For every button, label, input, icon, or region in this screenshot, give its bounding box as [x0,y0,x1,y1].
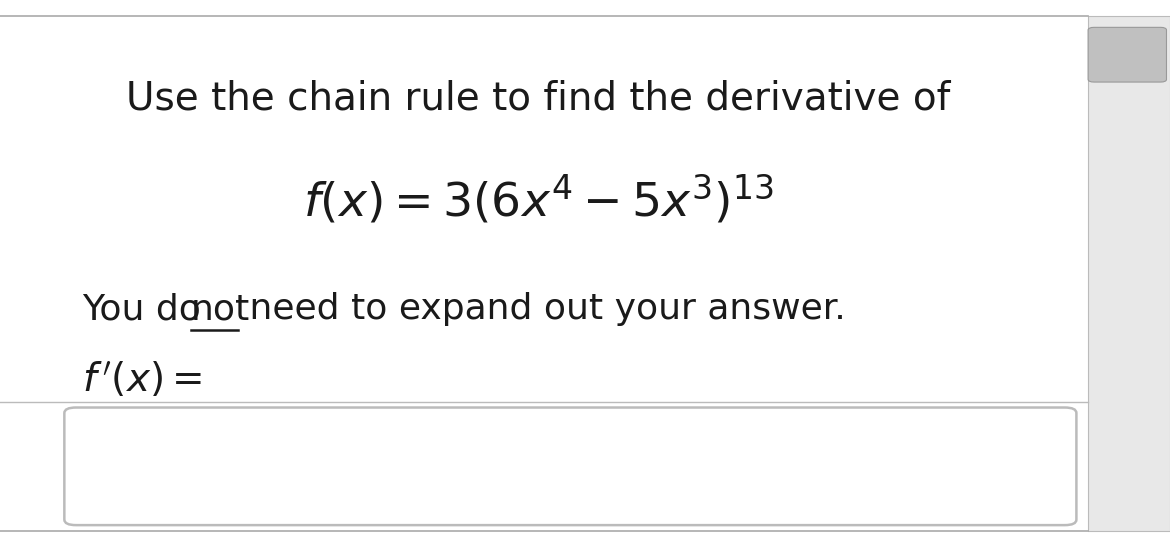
FancyBboxPatch shape [1088,16,1170,531]
Text: $f(x) = 3\left(6x^4 - 5x^3\right)^{13}$: $f(x) = 3\left(6x^4 - 5x^3\right)^{13}$ [303,173,773,226]
Text: $f\,'(x) =$: $f\,'(x) =$ [82,360,202,400]
Text: You do: You do [82,292,212,326]
FancyBboxPatch shape [64,408,1076,525]
FancyBboxPatch shape [1088,27,1166,82]
Text: need to expand out your answer.: need to expand out your answer. [238,292,846,326]
Text: not: not [191,292,250,326]
Text: Use the chain rule to find the derivative of: Use the chain rule to find the derivativ… [126,79,950,118]
